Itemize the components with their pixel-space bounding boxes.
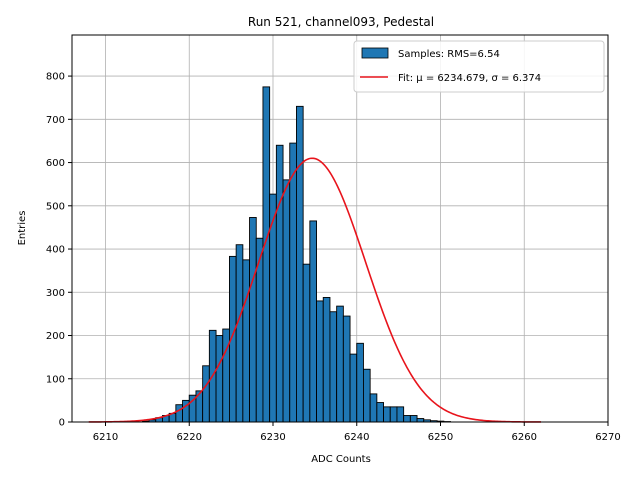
- histogram-bar: [383, 406, 391, 423]
- histogram-bar: [302, 263, 311, 423]
- plot-frame: [71, 34, 609, 423]
- legend-swatch-samples: [361, 47, 389, 59]
- histogram-bar: [309, 220, 318, 423]
- histogram-bar: [396, 406, 405, 423]
- x-tick-label: 6240: [344, 432, 369, 443]
- legend-label-samples: Samples: RMS=6.54: [398, 49, 500, 60]
- y-axis-label: Entries: [17, 211, 28, 246]
- histogram-bar: [336, 305, 344, 423]
- chart-title: Run 521, channel093, Pedestal: [248, 15, 434, 29]
- histogram-bar: [416, 418, 425, 423]
- histogram-bar: [322, 297, 331, 423]
- x-axis-ticks: 6210 6220 6230 6240 6250 6260 6270: [93, 422, 621, 443]
- histogram-bar: [329, 311, 338, 423]
- x-axis-label: ADC Counts: [311, 454, 371, 465]
- histogram-bar: [316, 300, 324, 423]
- histogram-bar: [249, 217, 257, 423]
- legend-label-fit: Fit: μ = 6234.679, σ = 6.374: [398, 73, 541, 84]
- x-tick-label: 6270: [595, 432, 620, 443]
- x-tick-label: 6210: [93, 432, 118, 443]
- histogram-bar: [409, 415, 418, 423]
- y-axis-ticks: 0 100 200 300 400 500 600 700 800: [46, 72, 72, 429]
- y-tick-label: 400: [46, 245, 65, 256]
- y-tick-label: 500: [46, 201, 65, 212]
- histogram-bar: [376, 402, 385, 423]
- histogram-bar: [175, 404, 184, 423]
- histogram-bar: [363, 368, 371, 423]
- histogram-bar: [289, 142, 297, 423]
- histogram-bar: [282, 179, 291, 423]
- histogram-bar: [242, 259, 251, 423]
- histogram-bar: [235, 244, 244, 423]
- histogram-bar: [389, 406, 398, 423]
- legend-box: [353, 40, 605, 93]
- x-tick-label: 6260: [512, 432, 537, 443]
- histogram-bar: [349, 353, 358, 423]
- histogram-bar: [296, 105, 304, 423]
- x-tick-label: 6250: [428, 432, 453, 443]
- y-tick-label: 100: [46, 374, 65, 385]
- histogram-bar: [342, 315, 351, 423]
- histogram-bar: [262, 86, 271, 423]
- legend: Samples: RMS=6.54 Fit: μ = 6234.679, σ =…: [353, 40, 605, 93]
- y-tick-label: 200: [46, 331, 65, 342]
- histogram-bar: [403, 415, 411, 423]
- x-tick-label: 6230: [260, 432, 285, 443]
- y-tick-label: 0: [59, 418, 65, 429]
- histogram-bar: [369, 393, 378, 423]
- histogram-bar: [202, 365, 210, 423]
- y-tick-label: 600: [46, 158, 65, 169]
- x-tick-label: 6220: [177, 432, 202, 443]
- fit-curve: [88, 157, 541, 423]
- y-tick-label: 300: [46, 288, 65, 299]
- y-tick-label: 800: [46, 72, 65, 83]
- y-tick-label: 700: [46, 115, 65, 126]
- histogram-bar: [275, 144, 284, 423]
- histogram-bar: [215, 335, 224, 423]
- histogram-bar: [356, 342, 364, 423]
